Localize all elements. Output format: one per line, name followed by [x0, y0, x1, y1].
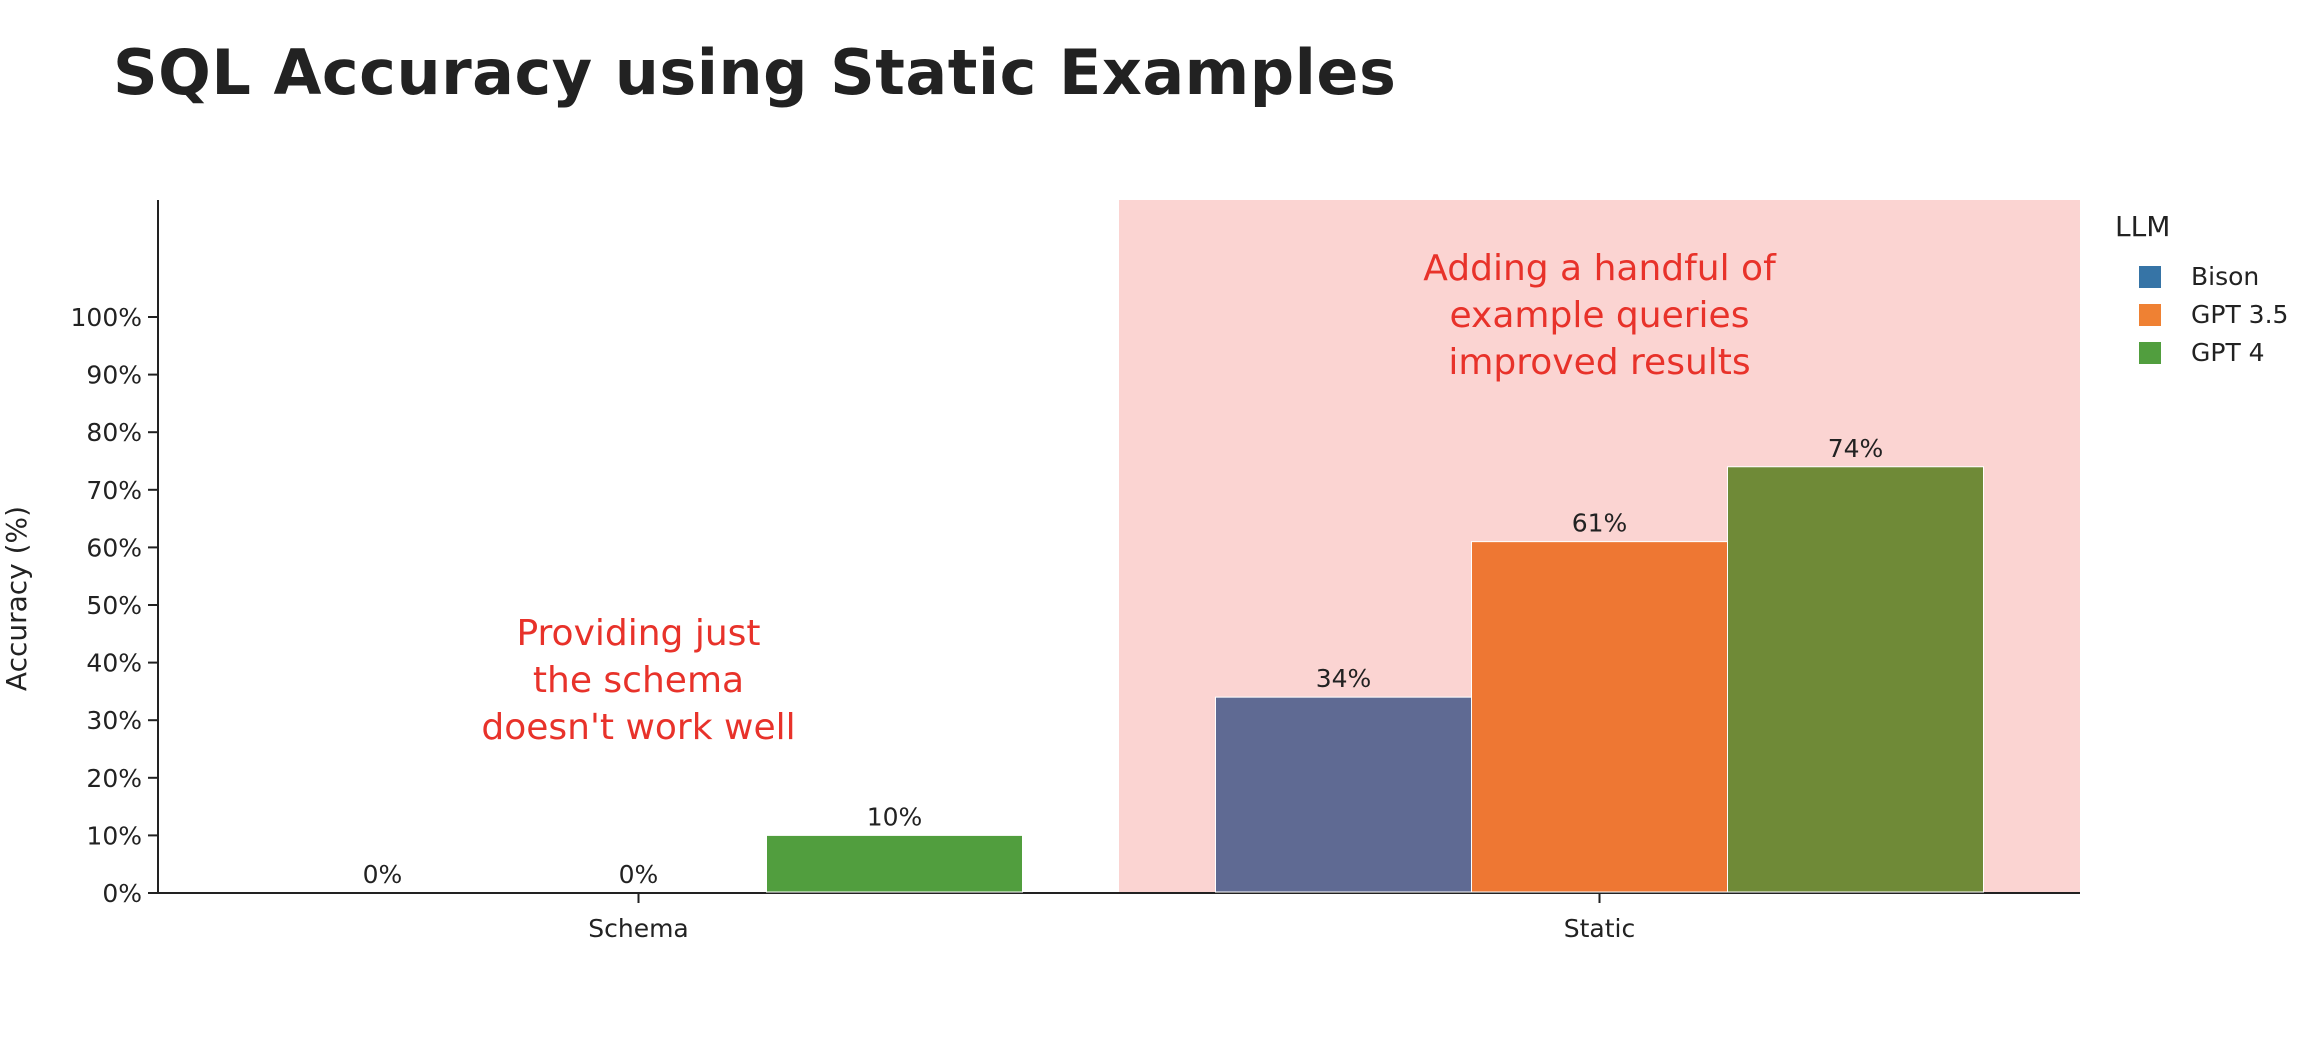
legend-swatch-bison	[2139, 266, 2161, 288]
y-tick-label: 90%	[86, 361, 142, 390]
bar-static-gpt-4	[1727, 466, 1984, 893]
annotation-static-line: improved results	[1448, 342, 1750, 383]
annotation-static-line: Adding a handful of	[1423, 248, 1777, 289]
y-tick-label: 0%	[102, 879, 142, 908]
bars	[766, 466, 1984, 893]
y-tick-label: 30%	[86, 706, 142, 735]
y-tick-label: 50%	[86, 591, 142, 620]
bar-schema-gpt-4	[766, 834, 1023, 893]
legend-label-gpt-3-5: GPT 3.5	[2191, 300, 2288, 329]
data-labels: 0% 34% 0% 61% 10% 74%	[363, 434, 1884, 889]
axes: 0% 10% 20% 30% 40% 50% 60% 70% 80% 90% 100% Schema S…	[0, 200, 2080, 943]
legend-swatch-gpt-3-5	[2139, 304, 2161, 326]
y-axis-title: Accuracy (%)	[0, 506, 33, 691]
annotation-schema-line: doesn't work well	[481, 707, 795, 748]
bar-static-bison	[1215, 696, 1472, 893]
chart-title: SQL Accuracy using Static Examples	[113, 36, 1397, 109]
bar-static-gpt-3-5	[1471, 541, 1728, 893]
annotation-static-line: example queries	[1450, 295, 1750, 336]
y-tick-label: 60%	[86, 533, 142, 562]
annotation-schema-line: the schema	[533, 660, 744, 701]
annotations: Providing just the schema doesn't work wel…	[481, 248, 1777, 748]
y-tick-label: 80%	[86, 418, 142, 447]
legend: LLM Bison GPT 3.5 GPT 4	[2115, 210, 2288, 367]
x-tick-label: Schema	[588, 914, 689, 943]
data-label-schema-gpt-4: 10%	[867, 802, 923, 831]
y-tick-label: 20%	[86, 764, 142, 793]
data-label-static-gpt-4: 74%	[1828, 434, 1884, 463]
y-tick-label: 10%	[86, 821, 142, 850]
y-tick-label: 40%	[86, 649, 142, 678]
y-tick-label: 100%	[71, 303, 142, 332]
legend-label-gpt-4: GPT 4	[2191, 338, 2265, 367]
legend-title: LLM	[2115, 210, 2170, 243]
x-tick-label: Static	[1564, 914, 1635, 943]
annotation-schema-line: Providing just	[516, 613, 760, 654]
legend-swatch-gpt-4	[2139, 342, 2161, 364]
data-label-schema-bison: 0%	[363, 860, 403, 889]
data-label-static-gpt-3-5: 61%	[1572, 509, 1628, 538]
data-label-schema-gpt-3-5: 0%	[619, 860, 659, 889]
legend-label-bison: Bison	[2191, 262, 2259, 291]
data-label-static-bison: 34%	[1316, 664, 1372, 693]
y-tick-label: 70%	[86, 476, 142, 505]
